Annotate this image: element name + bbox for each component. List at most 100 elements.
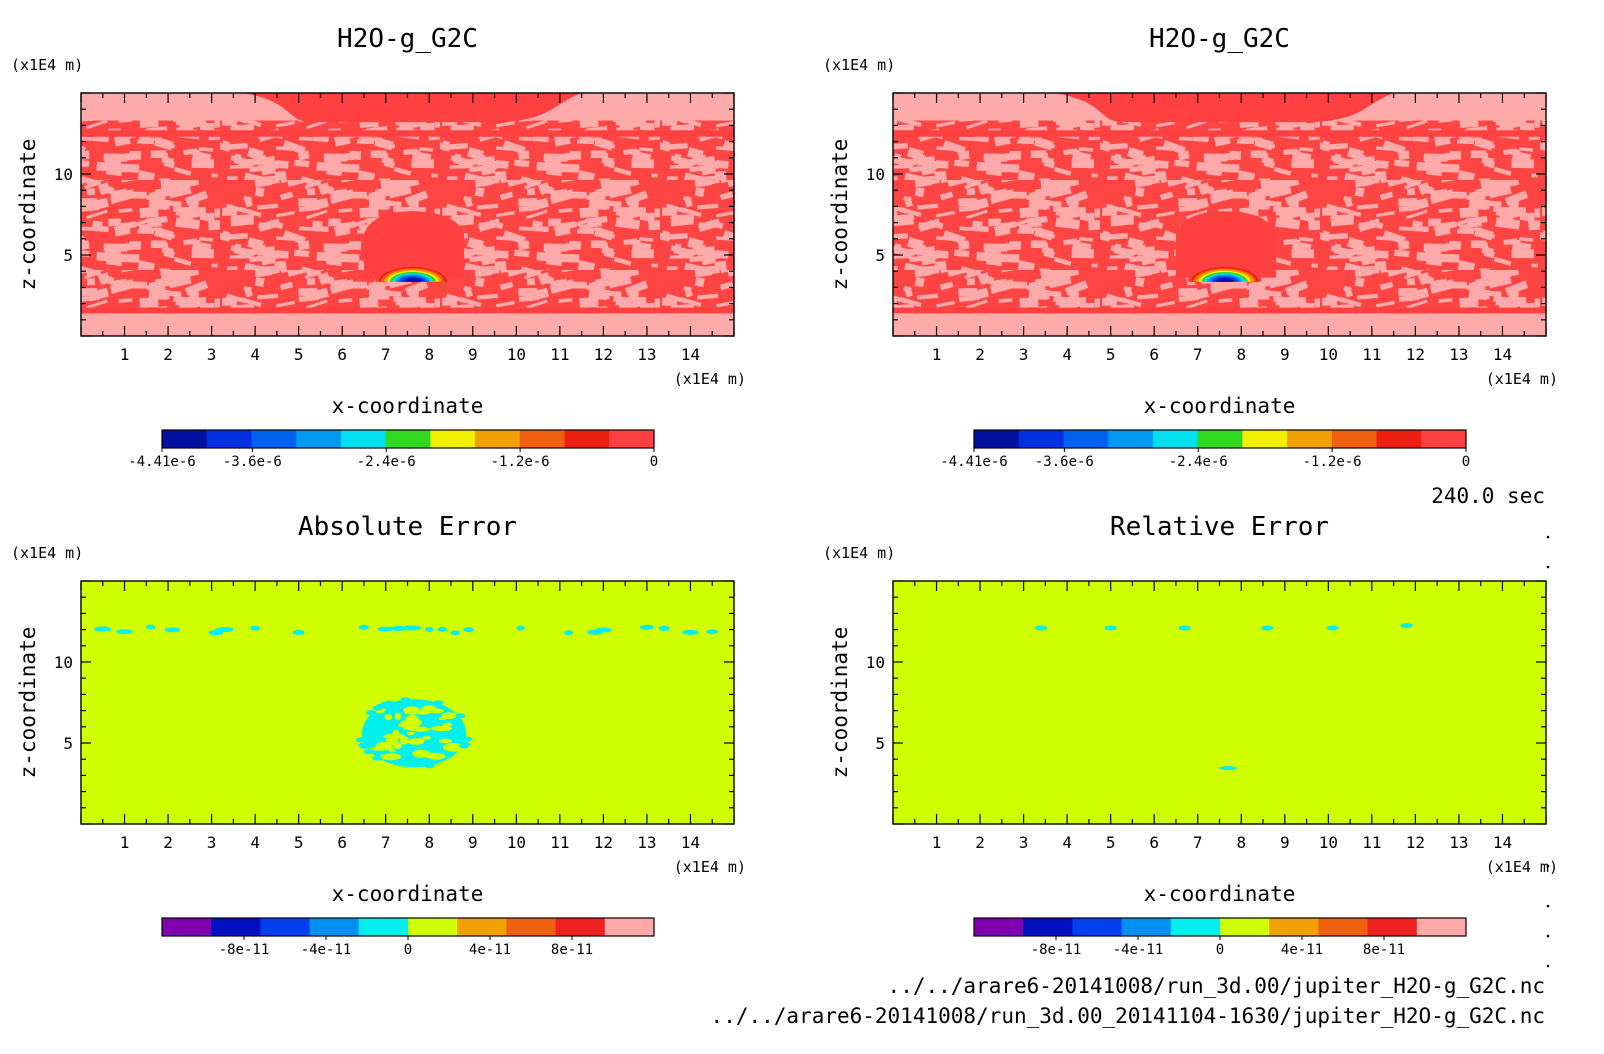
colorbar-tick-label: 8e-11	[551, 942, 593, 958]
y-tick-label: 10	[866, 653, 885, 672]
y-tick-label: 10	[866, 165, 885, 184]
colorbar-swatch	[1269, 918, 1319, 936]
colorbar-swatch	[309, 918, 360, 936]
x-tick-label: 7	[381, 833, 391, 852]
panel-title: H2O-g_G2C	[1149, 24, 1290, 54]
colorbar-swatch	[1220, 918, 1270, 936]
colorbar-swatch	[519, 430, 566, 448]
colorbar-swatch	[430, 430, 476, 448]
panel-3: Absolute Error(x1E4 m)1 2 3 4 5 6 7 8 9 10 11 12 13 1…	[11, 512, 746, 958]
colorbar-tick-label: 4e-11	[469, 942, 511, 958]
x-tick-label: 4	[250, 833, 260, 852]
colorbar-tick-label: 0	[1216, 942, 1224, 958]
x-tick-label: 6	[337, 833, 347, 852]
colorbar-swatch	[1108, 430, 1154, 448]
colorbar: -8e-11 -4e-11 0 4e-11 8e-11	[161, 917, 655, 958]
x-axis-label: x-coordinate	[1144, 882, 1296, 906]
x-tick-label: 1	[120, 833, 130, 852]
colorbar-swatch	[1242, 430, 1288, 448]
colorbar-swatch	[506, 918, 557, 936]
decor-dot	[1546, 964, 1550, 968]
colorbar-swatch	[1376, 430, 1422, 448]
decor-dot	[1546, 864, 1550, 868]
y-tick-label: 5	[875, 734, 885, 753]
colorbar-tick-label: -4.41e-6	[128, 454, 195, 470]
x-tick-label: 4	[250, 345, 260, 364]
x-tick-label: 13	[1449, 833, 1468, 852]
x-tick-label: 2	[975, 833, 985, 852]
colorbar-swatch	[340, 430, 387, 448]
panel-title: H2O-g_G2C	[337, 24, 478, 54]
y-tick-label: 5	[63, 734, 73, 753]
x-tick-label: 10	[507, 345, 526, 364]
x-tick-label: 2	[163, 345, 173, 364]
x-unit-label: (x1E4 m)	[674, 858, 746, 876]
x-unit-label: (x1E4 m)	[1486, 858, 1558, 876]
x-tick-label: 10	[507, 833, 526, 852]
colorbar-swatch	[1072, 918, 1123, 936]
y-tick-label: 10	[54, 165, 73, 184]
colorbar-swatch	[251, 430, 297, 448]
colorbar-swatch	[211, 918, 261, 936]
x-tick-label: 1	[932, 345, 942, 364]
footer-line-2: ../../arare6-20141008/run_3d.00_20141104…	[711, 1004, 1545, 1028]
colorbar-swatch	[564, 430, 610, 448]
colorbar-tick-label: 4e-11	[1281, 942, 1323, 958]
x-axis-label: x-coordinate	[332, 394, 484, 418]
colorbar-swatch	[604, 918, 655, 936]
colorbar-swatch	[1018, 430, 1064, 448]
x-tick-label: 6	[337, 345, 347, 364]
heatmap-field	[893, 581, 1546, 824]
x-tick-label: 2	[163, 833, 173, 852]
colorbar-tick-label: -4e-11	[301, 942, 352, 958]
colorbar-tick-label: -2.4e-6	[357, 454, 416, 470]
x-tick-label: 8	[424, 833, 434, 852]
colorbar-swatch	[1416, 918, 1467, 936]
colorbar-swatch	[408, 918, 458, 936]
x-tick-label: 5	[1106, 833, 1116, 852]
heatmap-field	[81, 581, 734, 824]
colorbar-swatch	[1318, 918, 1369, 936]
y-axis-label: z-coordinate	[16, 627, 40, 779]
colorbar-tick-label: 0	[650, 454, 658, 470]
x-tick-label: 6	[1149, 345, 1159, 364]
panel-title: Relative Error	[1110, 512, 1329, 542]
colorbar-tick-label: -8e-11	[1031, 942, 1082, 958]
y-unit-label: (x1E4 m)	[11, 56, 83, 74]
x-unit-label: (x1E4 m)	[1486, 370, 1558, 388]
x-tick-label: 3	[207, 833, 217, 852]
x-tick-label: 13	[637, 833, 656, 852]
colorbar-swatch	[457, 918, 507, 936]
decor-dot	[1546, 934, 1550, 938]
x-tick-label: 3	[1019, 833, 1029, 852]
colorbar-swatch	[475, 430, 521, 448]
x-axis-label: x-coordinate	[332, 882, 484, 906]
x-axis-label: x-coordinate	[1144, 394, 1296, 418]
x-unit-label: (x1E4 m)	[674, 370, 746, 388]
y-axis-label: z-coordinate	[828, 139, 852, 291]
x-tick-label: 9	[468, 345, 478, 364]
panel-1: H2O-g_G2C(x1E4 m)1 2 3 4 5 6 7 8 9 10 11 12 13 14510(…	[11, 24, 746, 470]
x-tick-label: 13	[637, 345, 656, 364]
x-tick-label: 7	[381, 345, 391, 364]
x-tick-label: 14	[681, 345, 700, 364]
colorbar-swatch	[974, 430, 1020, 448]
colorbar-swatch	[1197, 430, 1243, 448]
colorbar-swatch	[206, 430, 252, 448]
x-tick-label: 4	[1062, 345, 1072, 364]
colorbar-tick-label: -8e-11	[219, 942, 270, 958]
x-tick-label: 3	[1019, 345, 1029, 364]
colorbar-swatch	[162, 918, 212, 936]
x-tick-label: 5	[1106, 345, 1116, 364]
colorbar-tick-label: -4.41e-6	[940, 454, 1007, 470]
x-tick-label: 9	[1280, 833, 1290, 852]
colorbar-swatch	[1367, 918, 1418, 936]
colorbar-swatch	[1023, 918, 1073, 936]
x-tick-label: 11	[550, 345, 569, 364]
colorbar-swatch	[162, 430, 208, 448]
x-tick-label: 8	[1236, 345, 1246, 364]
colorbar-swatch	[358, 918, 409, 936]
colorbar-tick-label: -3.6e-6	[1035, 454, 1094, 470]
heatmap-field	[893, 93, 1546, 336]
x-tick-label: 8	[1236, 833, 1246, 852]
